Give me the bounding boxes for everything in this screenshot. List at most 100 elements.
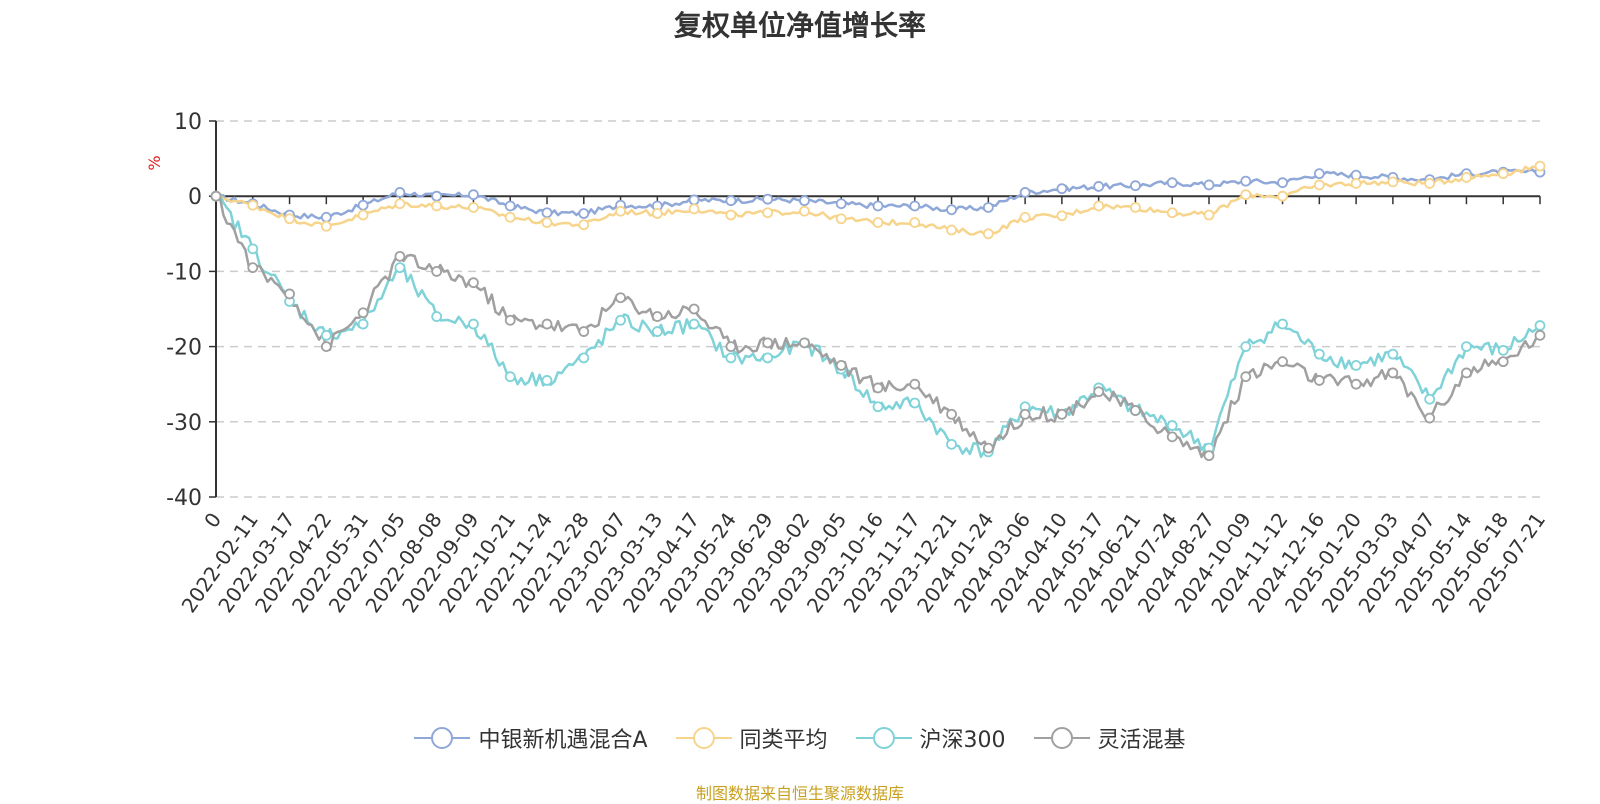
data-point [946,438,957,450]
data-point [725,209,737,221]
data-point [688,303,700,315]
data-point [578,219,590,231]
y-axis-label: % [145,155,164,170]
data-point [1056,183,1068,195]
data-point [1424,393,1436,405]
data-point [762,193,774,205]
data-point [1019,211,1031,223]
data-point [799,337,810,349]
line-chart: 100-10-20-30-4002022-02-112022-03-172022… [145,110,1550,617]
data-point [1019,408,1031,420]
legend-item[interactable]: 同类平均 [675,722,828,754]
data-point [431,200,443,212]
data-point [284,213,295,225]
data-point [1461,341,1472,353]
data-point [799,205,810,217]
legend-item[interactable]: 沪深300 [855,722,1006,754]
y-tick-label: -30 [166,411,202,436]
data-point [1166,420,1178,431]
data-point [835,359,847,371]
series-line [215,193,1541,459]
data-point [688,194,700,206]
y-tick-label: -20 [166,336,202,361]
data-point [1130,180,1141,192]
data-point [1387,176,1399,188]
data-point [1093,181,1105,192]
data-point [1240,341,1252,353]
data-point [1313,168,1325,180]
data-point [504,200,516,212]
data-point [799,195,810,207]
data-point [1277,177,1288,189]
data-point [982,442,994,454]
chart-title: 复权单位净值增长率 [673,9,926,42]
data-point [1093,386,1105,398]
data-point [909,397,921,409]
data-point [1497,356,1509,368]
data-point [909,217,921,228]
data-point [247,262,259,274]
data-point [909,200,921,212]
data-point [1497,168,1509,180]
data-point [615,292,626,304]
data-point [651,208,663,219]
series-line [215,194,1541,459]
data-point [357,199,369,211]
data-point [835,213,847,225]
legend-item[interactable]: 中银新机遇混合A [414,722,648,754]
data-point [1461,171,1472,183]
data-point [872,217,884,228]
data-point [1497,344,1509,356]
data-point [872,401,884,413]
data-point [394,262,406,274]
data-point [1056,210,1068,222]
data-point [946,224,957,236]
data-point [394,187,406,198]
legend-label: 中银新机遇混合A [478,728,648,753]
data-point [762,352,774,364]
data-point [1166,207,1178,219]
data-point [615,314,626,326]
data-point [1534,329,1546,341]
data-point [909,378,921,390]
data-point [1277,190,1288,202]
data-point [1093,200,1105,212]
data-point [1534,160,1546,172]
legend-item[interactable]: 灵活混基 [1033,722,1186,754]
data-point [946,408,957,420]
data-point [504,314,516,326]
data-point [468,202,479,213]
data-point [541,318,553,330]
x-tick-label: 0 [199,508,226,532]
data-point [541,217,553,228]
data-point [1313,179,1325,191]
y-tick-label: 10 [174,110,202,135]
data-point [651,326,663,337]
data-point [394,198,406,210]
data-point [1019,187,1031,198]
data-point [982,202,994,213]
data-point [1277,318,1288,330]
data-point [1350,359,1362,371]
data-point [1130,202,1141,213]
legend-swatch-icon [1033,726,1090,750]
data-point [1166,177,1178,189]
data-point [615,205,626,217]
data-point [320,211,332,223]
data-point [320,220,332,232]
legend-label: 沪深300 [919,728,1006,753]
data-point [1350,378,1362,390]
data-point [1203,179,1215,191]
data-point [1166,431,1178,443]
grid-lines [216,120,1540,498]
data-point [468,277,479,289]
data-point [872,200,884,212]
data-point [1534,320,1546,331]
data-point [431,190,443,202]
data-point [504,371,516,383]
data-point [762,207,774,219]
data-point [504,211,516,223]
data-point [1313,375,1325,386]
data-point [320,341,332,353]
legend-label: 灵活混基 [1097,728,1186,753]
